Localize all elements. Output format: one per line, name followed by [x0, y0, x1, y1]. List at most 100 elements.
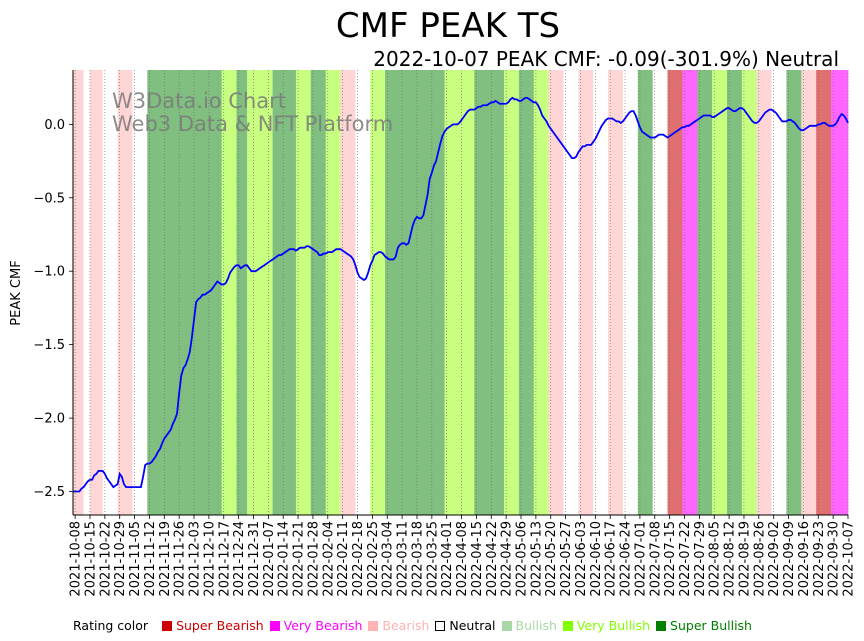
x-tick-label: 2022-03-04 — [381, 521, 396, 597]
rating-band-25 — [578, 70, 594, 515]
watermark-line-1: W3Data.io Chart — [112, 89, 286, 113]
x-tick-label: 2022-07-08 — [648, 521, 663, 597]
x-tick-label: 2022-04-08 — [455, 521, 470, 597]
legend-label: Very Bearish — [283, 618, 363, 633]
x-tick-label: 2022-04-15 — [470, 521, 485, 597]
x-tick-label: 2022-01-07 — [262, 521, 277, 597]
x-tick-label: 2022-07-15 — [663, 521, 678, 597]
x-tick-label: 2022-05-27 — [559, 521, 574, 597]
x-tick-label: 2022-02-04 — [321, 521, 336, 597]
x-tick-label: 2022-01-21 — [292, 521, 307, 597]
rating-band-22 — [533, 70, 549, 515]
legend-label: Neutral — [449, 618, 496, 633]
x-tick-label: 2022-04-01 — [440, 521, 455, 597]
y-tick-label: −0.5 — [33, 191, 65, 206]
x-tick-label: 2022-06-24 — [619, 521, 634, 597]
x-axis-ticks: 2021-10-08 2021-10-15 2021-10-22 2021-10-29… — [69, 515, 857, 597]
x-tick-label: 2022-03-11 — [396, 521, 411, 597]
x-tick-label: 2021-11-19 — [158, 521, 173, 597]
y-tick-label: −2.0 — [33, 412, 65, 427]
y-axis-ticks: 0.0 −0.5 −1.0 −1.5 −2.0 −2.5 — [33, 118, 73, 500]
legend-swatch — [269, 620, 280, 631]
rating-band-29 — [637, 70, 653, 515]
rating-bands — [73, 70, 849, 515]
x-tick-label: 2022-03-25 — [425, 521, 440, 597]
chart-title: CMF PEAK TS — [336, 6, 560, 46]
x-tick-label: 2021-12-17 — [217, 521, 232, 597]
rating-band-16 — [370, 70, 386, 515]
rating-band-30 — [652, 70, 668, 515]
legend-item: Very Bearish — [269, 618, 363, 633]
legend-title: Rating color — [73, 618, 149, 633]
series-line-peak-cmf — [73, 96, 849, 493]
rating-band-19 — [474, 70, 505, 515]
rating-band-32 — [682, 70, 698, 515]
legend-swatch — [162, 620, 173, 631]
x-tick-label: 2021-12-24 — [232, 521, 247, 597]
x-tick-label: 2022-02-11 — [336, 521, 351, 597]
chart-subtitle: 2022-10-07 PEAK CMF: -0.09(-301.9%) Neut… — [373, 47, 839, 71]
rating-band-28 — [622, 70, 639, 515]
rating-band-6 — [147, 70, 222, 515]
x-tick-label: 2022-09-02 — [767, 521, 782, 597]
x-tick-label: 2021-11-26 — [173, 521, 188, 597]
legend-label: Bullish — [515, 618, 557, 633]
rating-legend: Rating color Super Bearish Very Bearish Be… — [73, 618, 758, 633]
x-tick-label: 2021-10-22 — [98, 521, 113, 597]
x-tick-label: 2022-07-29 — [693, 521, 708, 597]
rating-band-2 — [89, 70, 104, 515]
rating-band-12 — [310, 70, 326, 515]
rating-band-3 — [102, 70, 118, 515]
x-tick-label: 2021-11-12 — [143, 521, 158, 597]
x-tick-label: 2022-02-18 — [351, 521, 366, 597]
rating-band-21 — [518, 70, 535, 515]
x-tick-label: 2022-04-22 — [485, 521, 500, 597]
y-axis-label: PEAK CMF — [9, 260, 24, 325]
rating-band-5 — [132, 70, 148, 515]
legend-label: Super Bearish — [176, 618, 264, 633]
rating-band-37 — [756, 70, 772, 515]
rating-band-33 — [697, 70, 713, 515]
rating-band-24 — [563, 70, 579, 515]
x-tick-label: 2021-10-08 — [69, 521, 84, 597]
x-tick-label: 2022-04-29 — [500, 521, 515, 597]
legend-item: Bullish — [501, 618, 557, 633]
legend-items: Super Bearish Very Bearish Bearish Neutral B… — [162, 618, 758, 633]
x-tick-label: 2022-08-19 — [737, 521, 752, 597]
rating-band-13 — [325, 70, 341, 515]
rating-band-1 — [83, 70, 91, 515]
rating-band-20 — [504, 70, 520, 515]
x-tick-label: 2022-09-09 — [782, 521, 797, 597]
rating-band-18 — [444, 70, 475, 515]
x-tick-label: 2022-08-05 — [708, 521, 723, 597]
legend-item: Very Bullish — [562, 618, 650, 633]
x-tick-label: 2021-12-03 — [188, 521, 203, 597]
watermark: W3Data.io Chart Web3 Data & NFT Platform — [112, 89, 393, 136]
rating-band-42 — [831, 70, 849, 515]
watermark-line-2: Web3 Data & NFT Platform — [112, 112, 393, 136]
rating-band-9 — [247, 70, 273, 515]
x-tick-label: 2022-01-28 — [306, 521, 321, 597]
rating-band-38 — [771, 70, 787, 515]
rating-band-34 — [712, 70, 728, 515]
x-tick-label: 2022-06-03 — [574, 521, 589, 597]
x-tick-label: 2022-02-25 — [366, 521, 381, 597]
rating-band-17 — [385, 70, 445, 515]
y-tick-label: −1.5 — [33, 338, 65, 353]
legend-swatch — [656, 620, 667, 631]
x-tick-label: 2021-11-05 — [128, 521, 143, 597]
rating-band-0 — [73, 70, 84, 515]
legend-swatch — [562, 620, 573, 631]
x-tick-label: 2021-12-31 — [247, 521, 262, 597]
rating-band-27 — [608, 70, 624, 515]
y-tick-label: 0.0 — [44, 118, 65, 133]
rating-band-4 — [117, 70, 133, 515]
rating-band-7 — [221, 70, 237, 515]
y-tick-label: −1.0 — [33, 265, 65, 280]
x-tick-label: 2022-05-13 — [529, 521, 544, 597]
rating-band-36 — [741, 70, 757, 515]
gridlines — [74, 70, 849, 515]
legend-label: Bearish — [382, 618, 430, 633]
rating-band-23 — [548, 70, 564, 515]
